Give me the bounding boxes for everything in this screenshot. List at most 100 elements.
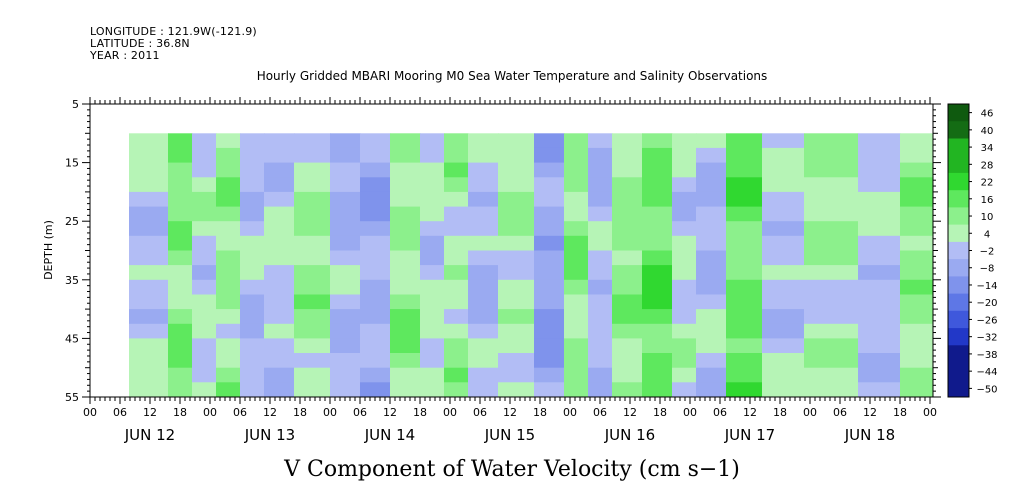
heat-cell [420,206,445,222]
heat-cell [672,191,697,208]
colorbar-swatch [948,121,969,139]
heat-cell [168,147,193,164]
heat-cell [612,147,643,164]
heat-cell [858,309,901,325]
heat-cell [444,221,469,237]
heat-cell [192,279,217,296]
heat-cell [498,162,535,178]
heat-cell [192,382,217,397]
heat-cell [534,206,565,222]
heat-cell [726,367,763,383]
heat-cell [900,309,933,325]
heat-cell [696,382,727,397]
heat-cell [360,265,391,281]
heat-cell [534,162,565,178]
colorbar-swatch [948,362,969,381]
heat-cell [858,147,901,164]
heat-cell [588,221,613,237]
heat-cell [498,250,535,266]
x-hour-label: 12 [743,406,757,419]
heat-cell [444,367,469,383]
heat-cell [330,353,361,369]
colorbar-label: 46 [981,109,994,120]
heat-cell [564,382,589,397]
heat-cell [672,353,697,369]
heat-cell [168,177,193,193]
heat-cell [390,338,421,354]
heat-cell [168,162,193,178]
heat-cell [330,323,361,339]
y-tick-label: 45 [65,332,79,345]
heat-cell [168,133,193,149]
heat-cell [264,338,295,354]
heat-cell [804,235,859,252]
heat-cell [804,367,859,383]
heat-cell [192,265,217,281]
heat-cell [642,206,673,222]
colorbar-swatch [948,104,969,122]
heat-cell [612,279,643,296]
heat-cell [168,323,193,339]
heat-cell [498,206,535,222]
x-hour-label: 06 [833,406,847,419]
heat-cell [129,294,169,310]
x-hour-label: 12 [623,406,637,419]
heat-cell [564,294,589,310]
heat-cell [762,221,805,237]
heat-cell [390,382,421,397]
heat-cell [804,338,859,354]
heat-cell [612,235,643,252]
heat-cell [420,250,445,266]
heat-cell [726,353,763,369]
colorbar-swatch [948,328,969,346]
heat-cell [468,147,499,164]
heat-cell [360,133,391,149]
heat-cell [498,191,535,208]
year-label: YEAR : 2011 [90,49,160,62]
heat-cell [468,338,499,354]
heat-cell [216,353,241,369]
heat-cell [264,177,295,193]
heat-cell [696,191,727,208]
heat-cell [672,309,697,325]
heat-cell [588,353,613,369]
heat-cell [726,162,763,178]
longitude-label: LONGITUDE : 121.9W(-121.9) [90,25,257,38]
heat-cell [762,147,805,164]
heat-cell [726,323,763,339]
heat-cell [330,250,361,266]
heat-cell [858,382,901,397]
heat-cell [762,265,805,281]
heat-cell [858,279,901,296]
heat-cell [360,191,391,208]
heat-cell [390,265,421,281]
heat-cell [168,191,193,208]
heat-cell [534,235,565,252]
heat-cell [168,250,193,266]
heat-cell [498,133,535,149]
heat-cell [858,353,901,369]
heat-cell [534,294,565,310]
heat-cell [240,367,265,383]
heat-cell [672,133,697,149]
heat-cell [672,147,697,164]
heat-cell [444,133,469,149]
heat-cell [420,367,445,383]
heat-cell [129,221,169,237]
heat-cell [858,206,901,222]
heat-cell [642,235,673,252]
heat-cell [240,133,265,149]
heat-cell [294,206,331,222]
heat-cell [168,235,193,252]
heat-cell [360,235,391,252]
heat-cell [672,279,697,296]
heat-cell [858,250,901,266]
chart-title: Hourly Gridded MBARI Mooring M0 Sea Wate… [257,69,768,83]
heat-cell [360,162,391,178]
heat-cell [360,147,391,164]
heat-cell [240,147,265,164]
heat-cell [900,294,933,310]
heat-cell [588,279,613,296]
heat-cell [498,279,535,296]
heat-cell [240,235,265,252]
